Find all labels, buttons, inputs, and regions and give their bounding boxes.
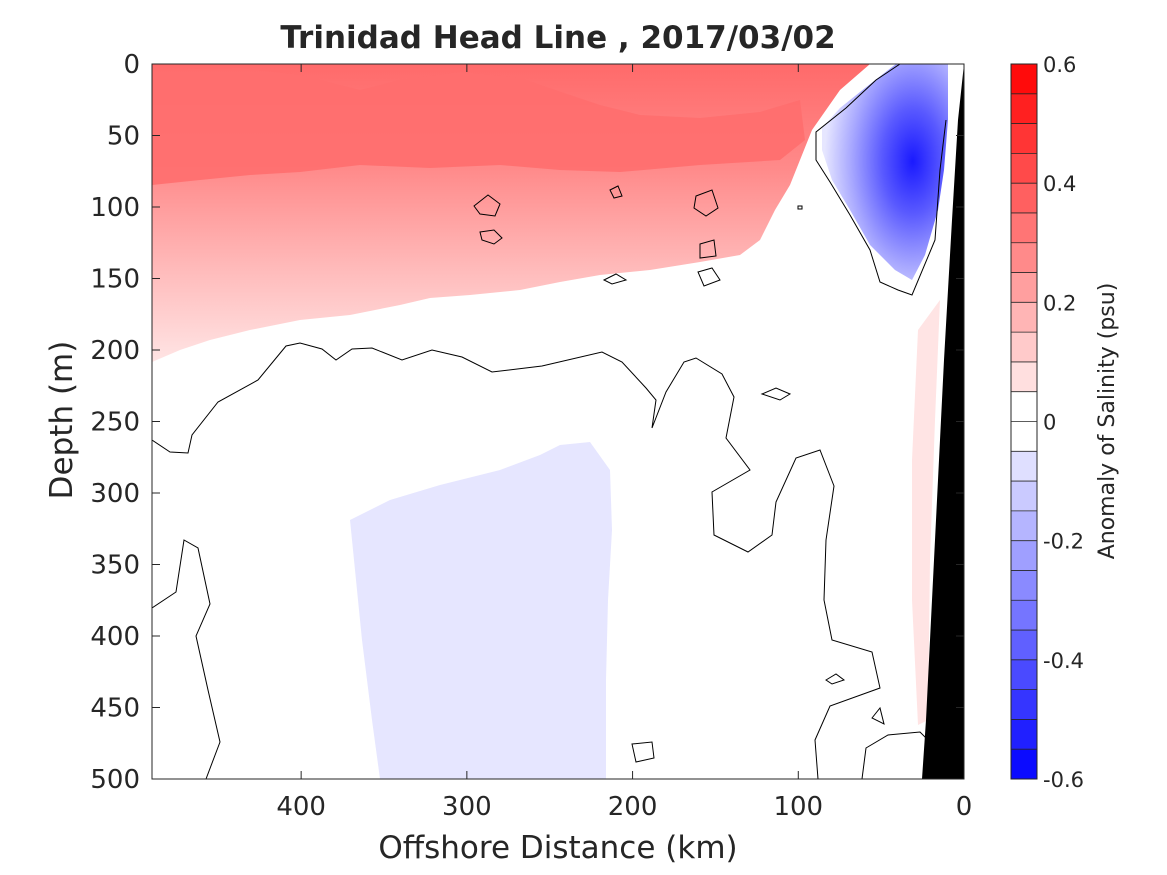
y-tick-label: 300 — [90, 479, 140, 509]
positive-anomaly-core — [152, 68, 805, 185]
nearshore-positive-anomaly-strip — [912, 300, 940, 725]
colorbar-tick-label: -0.6 — [1043, 768, 1084, 792]
land-mask — [922, 64, 964, 779]
y-tick-label: 150 — [90, 265, 140, 295]
deep-negative-anomaly-region — [350, 442, 612, 779]
colorbar-swatch — [1011, 540, 1037, 571]
y-tick-label: 250 — [90, 408, 140, 438]
colorbar-tick-label: 0.4 — [1043, 172, 1076, 196]
colorbar-swatch — [1011, 212, 1037, 244]
zero-contour-lines — [152, 64, 947, 779]
colorbar-swatch — [1011, 481, 1037, 512]
anomaly-field — [152, 64, 964, 779]
x-tick-label: 0 — [956, 792, 973, 822]
colorbar-swatch — [1011, 123, 1037, 154]
x-tick-label: 300 — [442, 792, 492, 822]
colorbar-frame — [1010, 63, 1038, 780]
colorbar — [1011, 64, 1037, 780]
y-tick-label: 50 — [107, 122, 140, 152]
colorbar-swatch — [1011, 421, 1037, 452]
colorbar-label: Anomaly of Salinity (psu) — [1095, 283, 1120, 560]
colorbar-swatch — [1011, 332, 1037, 363]
x-tick-label: 400 — [276, 792, 326, 822]
x-tick-label: 100 — [773, 792, 823, 822]
colorbar-swatch — [1011, 242, 1037, 274]
nearshore-negative-anomaly-region — [822, 64, 948, 280]
colorbar-swatch — [1011, 93, 1037, 125]
colorbar-swatch — [1011, 302, 1037, 333]
colorbar-swatch — [1011, 153, 1037, 184]
colorbar-swatch — [1011, 659, 1037, 691]
colorbar-swatch — [1011, 749, 1037, 780]
colorbar-tick-label: 0 — [1043, 411, 1056, 435]
colorbar-tick-label: -0.4 — [1043, 649, 1084, 673]
x-axis-label: Offshore Distance (km) — [378, 830, 737, 866]
colorbar-tick-label: 0.6 — [1043, 53, 1076, 77]
y-tick-label: 0 — [123, 50, 140, 80]
colorbar-swatch — [1011, 64, 1037, 95]
colorbar-swatch — [1011, 689, 1037, 720]
colorbar-swatch — [1011, 183, 1037, 214]
colorbar-swatch — [1011, 361, 1037, 393]
y-tick-label: 200 — [90, 336, 140, 366]
y-tick-label: 350 — [90, 551, 140, 581]
y-tick-label: 500 — [90, 765, 140, 795]
colorbar-swatch — [1011, 570, 1037, 601]
y-tick-label: 100 — [90, 193, 140, 223]
y-tick-label: 400 — [90, 622, 140, 652]
chart-title: Trinidad Head Line , 2017/03/02 — [280, 20, 835, 56]
x-axis-ticks: 400 300 200 100 0 — [276, 64, 972, 822]
colorbar-swatch — [1011, 630, 1037, 661]
colorbar-swatch — [1011, 391, 1037, 422]
y-axis-ticks: 0 50 100 150 200 250 300 350 400 450 500 — [90, 50, 964, 795]
y-tick-label: 450 — [90, 694, 140, 724]
colorbar-swatch — [1011, 600, 1037, 631]
colorbar-tick-label: -0.2 — [1043, 530, 1084, 554]
colorbar-swatch — [1011, 451, 1037, 482]
colorbar-ticks: 0.6 0.4 0.2 0 -0.2 -0.4 -0.6 — [1043, 53, 1084, 792]
y-axis-label: Depth (m) — [44, 341, 80, 500]
colorbar-swatch — [1011, 272, 1037, 303]
colorbar-swatch — [1011, 510, 1037, 542]
colorbar-swatch — [1011, 719, 1037, 750]
x-tick-label: 200 — [608, 792, 658, 822]
colorbar-tick-label: 0.2 — [1043, 291, 1076, 315]
